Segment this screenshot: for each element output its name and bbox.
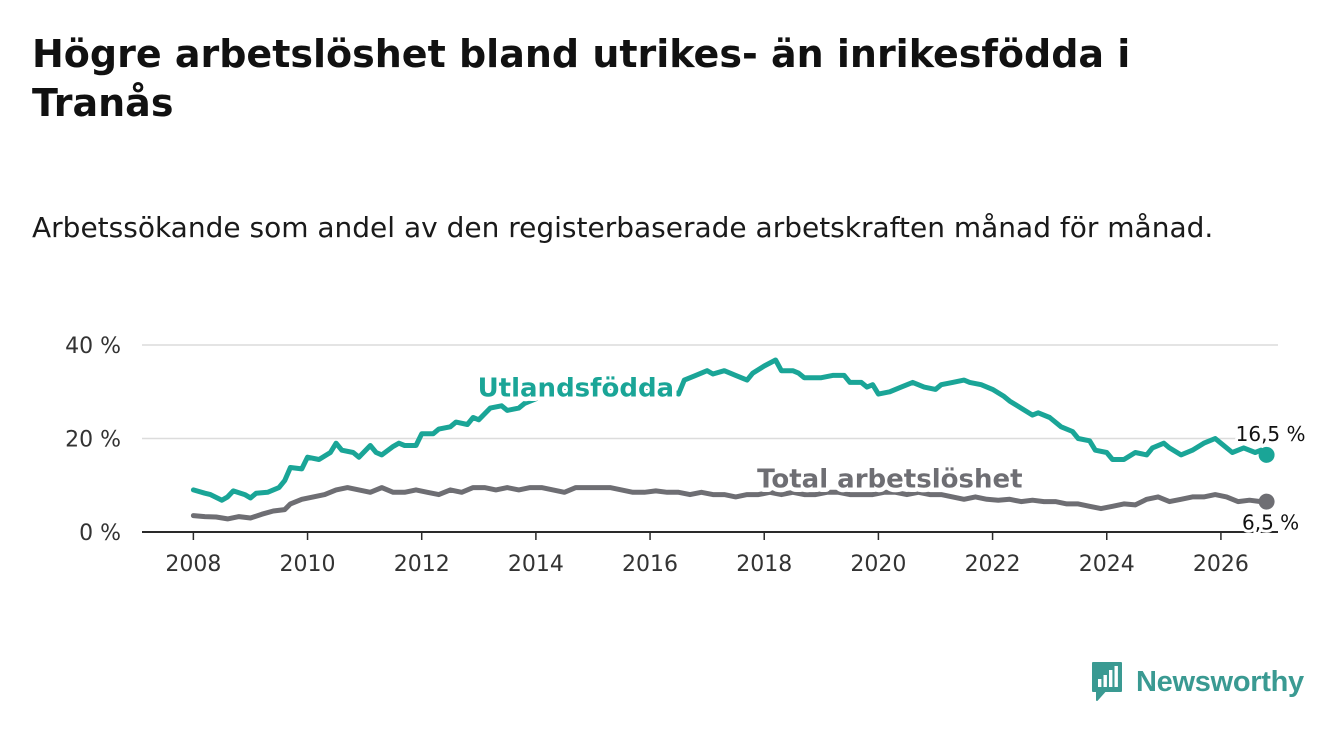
series-line-utlandsfödda	[190, 357, 1270, 503]
x-tick-label: 2026	[1193, 552, 1249, 577]
chart-title: Högre arbetslöshet bland utrikes- än inr…	[32, 32, 1131, 125]
series	[190, 357, 1275, 522]
brand-name: Newsworthy	[1136, 665, 1304, 698]
x-tick-label: 2016	[622, 552, 678, 577]
axes: 0 % 20 % 40 % 2008 2010 2012 2014 2016 2018 2020 2…	[65, 334, 1278, 577]
x-tick-label: 2008	[165, 552, 221, 577]
end-value-label-utlandsfödda: 16,5 %	[1236, 422, 1306, 446]
series-label-utlandsfödda: Utlandsfödda	[478, 373, 675, 403]
end-value-label-total-arbetslöshet: 6,5 %	[1242, 511, 1299, 535]
newsworthy-logo[interactable]: Newsworthy	[1090, 660, 1304, 704]
y-tick-label: 40 %	[65, 334, 121, 359]
x-tick-label: 2014	[508, 552, 564, 577]
y-tick-label: 0 %	[79, 521, 121, 546]
end-point-utlandsfödda	[1258, 446, 1275, 463]
gridlines	[142, 344, 1278, 440]
x-tick-label: 2012	[394, 552, 450, 577]
end-point-total-arbetslöshet	[1258, 493, 1275, 510]
x-tick-label: 2018	[736, 552, 792, 577]
labels: 16,5 % Utlandsfödda 6,5 % Total arbetslöshe…	[473, 369, 1308, 538]
series-line-total-arbetslöshet	[190, 485, 1270, 522]
series-label-total-arbetslöshet: Total arbetslöshet	[757, 465, 1022, 495]
x-tick-label: 2022	[965, 552, 1021, 577]
newsworthy-logo-icon	[1092, 662, 1122, 701]
x-tick-label: 2020	[850, 552, 906, 577]
chart-subtitle: Arbetssökande som andel av den registerb…	[32, 211, 1214, 244]
x-tick-label: 2010	[280, 552, 336, 577]
x-tick-label: 2024	[1079, 552, 1135, 577]
y-tick-label: 20 %	[65, 428, 121, 453]
